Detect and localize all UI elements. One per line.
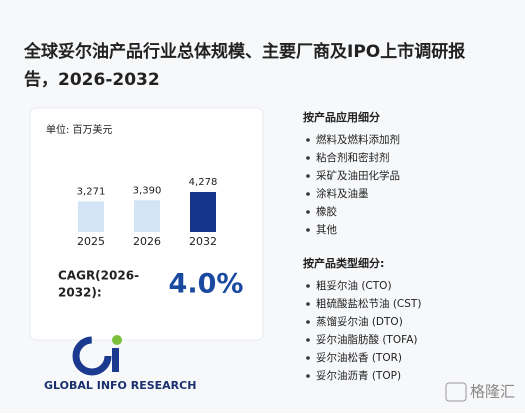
- logo-i: [112, 348, 119, 372]
- category-label: 2025: [77, 235, 105, 248]
- category-label: 2032: [189, 235, 217, 248]
- bullet: [306, 356, 310, 360]
- value-label: 3,390: [133, 185, 162, 196]
- list-item: 燃料及燃料添加剂: [316, 133, 400, 146]
- list-item: 妥尔油沥青 (TOP): [316, 369, 401, 382]
- title-line-2: 告，2026-2032: [24, 69, 160, 90]
- list-item: 妥尔油脂肪酸 (TOFA): [316, 333, 417, 346]
- list-item: 其他: [316, 223, 337, 236]
- list-item: 橡胶: [316, 205, 337, 218]
- bullet: [306, 228, 310, 232]
- title-line-1: 全球妥尔油产品行业总体规模、主要厂商及IPO上市调研报: [23, 41, 465, 62]
- cagr-value: 4.0%: [169, 269, 244, 300]
- logo-text: GLOBAL INFO RESEARCH: [44, 379, 196, 392]
- bullet: [306, 192, 310, 196]
- bullet: [306, 374, 310, 378]
- list-item: 粗妥尔油 (CTO): [316, 279, 392, 292]
- bar: [78, 201, 104, 232]
- list-heading: 按产品应用细分: [303, 110, 380, 124]
- watermark-icon: [445, 382, 467, 402]
- bullet: [306, 302, 310, 306]
- bullet: [306, 210, 310, 214]
- value-label: 3,271: [77, 186, 106, 197]
- bullet: [306, 338, 310, 342]
- bullet: [306, 320, 310, 324]
- bullet: [306, 156, 310, 160]
- cagr-label-1: CAGR(2026-: [58, 269, 139, 283]
- list-item: 粘合剂和密封剂: [316, 151, 390, 164]
- cagr-label-2: 2032):: [58, 286, 102, 300]
- bullet: [306, 138, 310, 142]
- list-item: 妥尔油松香 (TOR): [316, 351, 402, 364]
- bar: [134, 200, 160, 232]
- unit-label: 单位: 百万美元: [46, 123, 113, 136]
- logo-g: [72, 336, 112, 376]
- value-label: 4,278: [189, 177, 218, 188]
- bullet: [306, 174, 310, 178]
- watermark: 格隆汇: [470, 383, 515, 401]
- list-item: 涂料及油墨: [316, 187, 369, 200]
- bar: [190, 192, 216, 232]
- list-item: 蒸馏妥尔油 (DTO): [316, 315, 403, 328]
- logo-mark: [72, 335, 122, 376]
- list-item: 采矿及油田化学品: [316, 169, 400, 182]
- logo-dot: [112, 335, 122, 345]
- list-heading: 按产品类型细分:: [303, 256, 384, 270]
- category-label: 2026: [133, 235, 161, 248]
- bullet: [306, 284, 310, 288]
- list-item: 粗硫酸盐松节油 (CST): [316, 297, 421, 310]
